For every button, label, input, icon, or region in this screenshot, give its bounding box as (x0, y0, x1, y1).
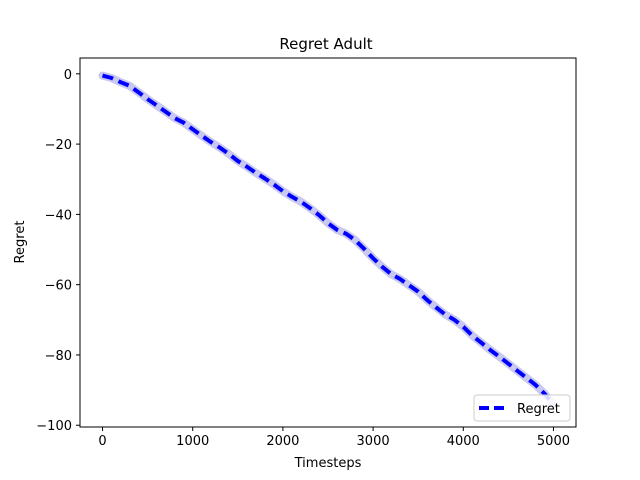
axes-frame (79, 57, 577, 428)
y-tick-label: −100 (36, 419, 72, 434)
axis-ticks: 0 1000 2000 3000 4000 5000 0 −20 −40 −60 −80 −100 (36, 68, 570, 449)
y-tick-label: 0 (64, 68, 72, 83)
y-axis-label: Regret (13, 221, 28, 264)
x-tick-label: 3000 (357, 434, 390, 449)
y-tick-label: −20 (45, 138, 72, 153)
x-tick-label: 0 (98, 434, 106, 449)
legend-box (473, 394, 571, 422)
y-tick-label: −60 (45, 279, 72, 294)
x-axis-label: Timesteps (294, 456, 362, 471)
x-tick-label: 2000 (266, 434, 299, 449)
x-tick-label: 5000 (537, 434, 570, 449)
y-tick-label: −40 (45, 208, 72, 223)
legend: Regret (473, 394, 571, 422)
x-tick-label: 4000 (447, 434, 480, 449)
y-tick-label: −80 (45, 349, 72, 364)
x-tick-label: 1000 (176, 434, 209, 449)
chart-title: Regret Adult (279, 35, 372, 53)
plot-area (98, 71, 558, 409)
series-line-0 (101, 73, 556, 406)
series-band-0 (98, 71, 558, 409)
legend-label-regret: Regret (517, 402, 560, 417)
